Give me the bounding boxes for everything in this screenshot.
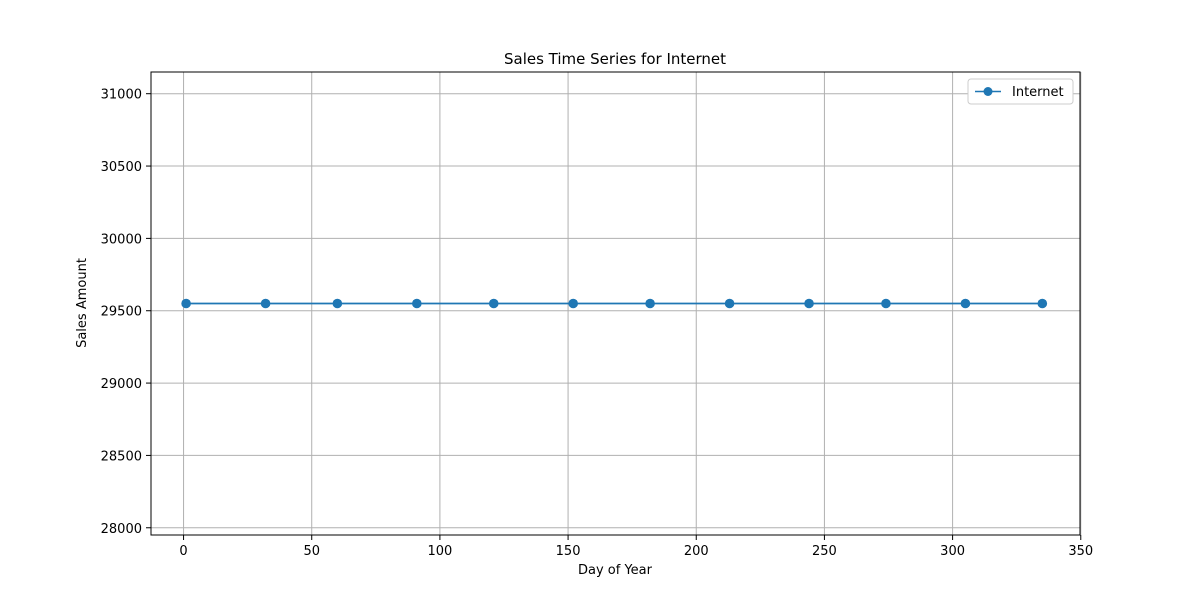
- legend-marker-swatch: [983, 87, 993, 96]
- legend-box: [967, 78, 1074, 105]
- legend-label-internet: Internet: [1012, 85, 1064, 100]
- plot-frame: [150, 71, 1081, 536]
- data-point: [260, 298, 271, 309]
- x-tick-label: 150: [556, 544, 581, 559]
- x-tick-label: 300: [940, 544, 965, 559]
- series-layer: [181, 298, 1048, 309]
- y-tick-label: 28000: [101, 522, 142, 537]
- y-tick-label: 31000: [101, 88, 142, 103]
- y-tick-label: 28500: [101, 449, 142, 464]
- data-point: [568, 298, 579, 309]
- x-tick-label: 200: [684, 544, 709, 559]
- data-point: [488, 298, 499, 309]
- y-tick-label: 29000: [101, 377, 142, 392]
- data-point: [412, 298, 422, 309]
- y-tick-label: 30000: [101, 232, 142, 247]
- x-tick-label: 0: [179, 544, 187, 559]
- x-tick-label: 350: [1068, 544, 1093, 559]
- x-tick-label: 50: [303, 544, 320, 559]
- x-tick-label: 100: [427, 544, 452, 559]
- y-axis-label: Sales Amount: [75, 258, 90, 348]
- data-point: [804, 298, 814, 309]
- legend[interactable]: Internet: [967, 78, 1074, 105]
- data-point: [724, 298, 735, 309]
- data-point: [1037, 298, 1048, 309]
- grid: [151, 72, 1082, 535]
- x-tick-label: 250: [812, 544, 837, 559]
- y-tick-label: 30500: [101, 160, 142, 175]
- data-point: [181, 298, 191, 309]
- data-point: [332, 298, 343, 309]
- chart-title: Sales Time Series for Internet: [504, 50, 726, 68]
- x-axis-label: Day of Year: [578, 563, 653, 578]
- ticks: 0 50 100 150 200 250 300 350 28000 28500 29000 2950…: [101, 88, 1094, 559]
- y-tick-label: 29500: [101, 305, 142, 320]
- data-point: [881, 298, 891, 309]
- data-point: [960, 298, 971, 309]
- data-point: [645, 298, 655, 309]
